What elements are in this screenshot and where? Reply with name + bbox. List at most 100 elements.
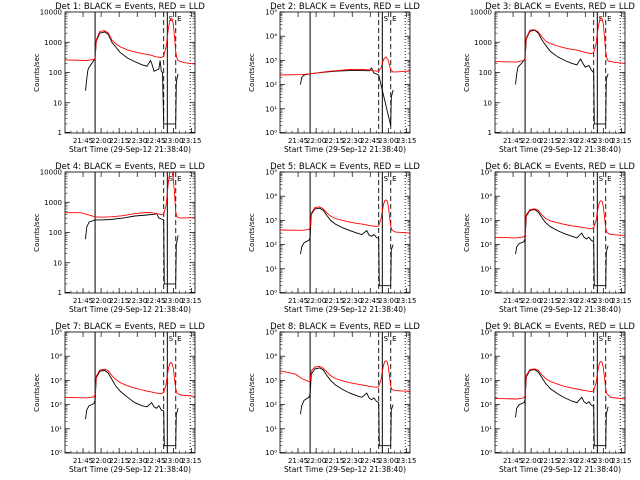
y-tick-label: 10⁵ [265, 329, 277, 337]
y-tick-label: 10⁵ [480, 329, 492, 337]
x-axis-label: Start Time (29-Sep-12 21:38:40) [69, 145, 191, 154]
plot-frame [279, 11, 411, 134]
x-tick-label: 22:45 [360, 297, 380, 305]
x-tick-label: 23:15 [611, 297, 631, 305]
panel-3: Det 3: BLACK = Events, RED = LLD 1 10 100 10… [463, 2, 635, 154]
series-events [85, 369, 179, 447]
x-tick-label: 22:30 [127, 137, 147, 145]
x-tick-label: 23:00 [593, 297, 613, 305]
panel-9: Det 9: BLACK = Events, RED = LLD 10⁰ 10¹ 10… [463, 322, 635, 474]
x-tick-label: 23:00 [163, 137, 183, 145]
y-tick-label: 10000 [470, 9, 492, 17]
x-tick-label: 22:00 [91, 457, 111, 465]
y-tick-label: 100 [49, 229, 62, 237]
y-tick-label: 100 [49, 69, 62, 77]
plot-frame [279, 171, 411, 294]
series-lld [65, 361, 195, 399]
x-tick-label: 21:45 [73, 297, 93, 305]
annotation-s: S [384, 335, 389, 343]
y-axis-label: Counts/sec [33, 53, 41, 92]
y-tick-label: 10⁰ [480, 449, 492, 457]
x-tick-label: 22:15 [324, 297, 344, 305]
x-tick-label: 21:45 [73, 457, 93, 465]
x-tick-label: 22:45 [575, 457, 595, 465]
y-tick-label: 10⁵ [265, 9, 277, 17]
x-axis-label: Start Time (29-Sep-12 21:38:40) [499, 465, 621, 474]
y-tick-label: 10³ [480, 217, 492, 225]
x-tick-label: 21:45 [288, 297, 308, 305]
x-tick-label: 22:45 [360, 457, 380, 465]
x-tick-label: 22:15 [539, 137, 559, 145]
series-events [515, 369, 609, 447]
y-tick-label: 100 [479, 69, 492, 77]
x-tick-label: 23:15 [396, 457, 416, 465]
annotation-e: E [392, 335, 396, 343]
annotation-e: E [177, 175, 181, 183]
x-tick-label: 22:00 [521, 297, 541, 305]
x-tick-label: 22:30 [342, 137, 362, 145]
y-tick-label: 10¹ [480, 265, 492, 273]
y-tick-label: 10⁰ [50, 449, 62, 457]
y-tick-label: 10⁵ [50, 329, 62, 337]
series-events [300, 367, 394, 447]
series-lld [495, 200, 625, 239]
x-axis-label: Start Time (29-Sep-12 21:38:40) [499, 305, 621, 314]
y-tick-label: 10³ [50, 377, 62, 385]
x-tick-label: 22:45 [145, 457, 165, 465]
x-tick-label: 22:15 [539, 297, 559, 305]
x-axis-label: Start Time (29-Sep-12 21:38:40) [69, 305, 191, 314]
y-tick-label: 10⁴ [480, 353, 492, 361]
y-tick-label: 10⁰ [265, 289, 277, 297]
y-tick-label: 10³ [480, 377, 492, 385]
x-tick-label: 23:15 [611, 137, 631, 145]
y-tick-label: 10⁴ [50, 353, 62, 361]
x-axis-label: Start Time (29-Sep-12 21:38:40) [284, 465, 406, 474]
annotation-s: S [169, 335, 174, 343]
y-tick-label: 10³ [265, 57, 277, 65]
x-tick-label: 22:45 [575, 297, 595, 305]
x-axis-label: Start Time (29-Sep-12 21:38:40) [69, 465, 191, 474]
x-tick-label: 22:45 [575, 137, 595, 145]
x-tick-label: 21:45 [288, 137, 308, 145]
panel-title: Det 8: BLACK = Events, RED = LLD [270, 322, 420, 332]
panel-2: Det 2: BLACK = Events, RED = LLD 10⁰ 10¹ 10… [248, 2, 420, 154]
y-tick-label: 10000 [40, 9, 62, 17]
annotation-e: E [392, 15, 396, 23]
x-tick-label: 23:15 [396, 297, 416, 305]
y-tick-label: 10⁵ [265, 169, 277, 177]
panel-title: Det 4: BLACK = Events, RED = LLD [55, 162, 205, 172]
y-tick-label: 10⁰ [480, 289, 492, 297]
x-tick-label: 22:00 [91, 137, 111, 145]
plot-frame [64, 171, 196, 294]
x-tick-label: 22:30 [127, 297, 147, 305]
x-tick-label: 22:00 [306, 297, 326, 305]
y-tick-label: 10 [53, 259, 62, 267]
y-tick-label: 10² [265, 241, 277, 249]
x-axis-label: Start Time (29-Sep-12 21:38:40) [284, 305, 406, 314]
panel-title: Det 3: BLACK = Events, RED = LLD [485, 2, 635, 12]
series-lld [280, 199, 410, 234]
y-tick-label: 10⁵ [480, 169, 492, 177]
y-axis-label: Counts/sec [463, 53, 471, 92]
y-axis-label: Counts/sec [463, 213, 471, 252]
panel-title: Det 1: BLACK = Events, RED = LLD [55, 2, 205, 12]
x-tick-label: 22:30 [557, 137, 577, 145]
panel-title: Det 6: BLACK = Events, RED = LLD [485, 162, 635, 172]
series-lld [65, 18, 195, 65]
x-tick-label: 22:45 [145, 137, 165, 145]
series-events [300, 207, 394, 287]
x-tick-label: 23:00 [163, 297, 183, 305]
x-tick-label: 22:15 [109, 297, 129, 305]
x-tick-label: 23:00 [378, 137, 398, 145]
series-events [515, 209, 609, 287]
annotation-s: S [599, 15, 604, 23]
series-events [85, 213, 179, 285]
y-tick-label: 10⁴ [265, 193, 277, 201]
y-axis-label: Counts/sec [248, 53, 256, 92]
annotation-s: S [169, 175, 174, 183]
y-tick-label: 10² [480, 401, 492, 409]
y-tick-label: 10 [53, 99, 62, 107]
annotation-e: E [607, 15, 611, 23]
y-tick-label: 10⁰ [265, 449, 277, 457]
x-tick-label: 22:00 [306, 137, 326, 145]
